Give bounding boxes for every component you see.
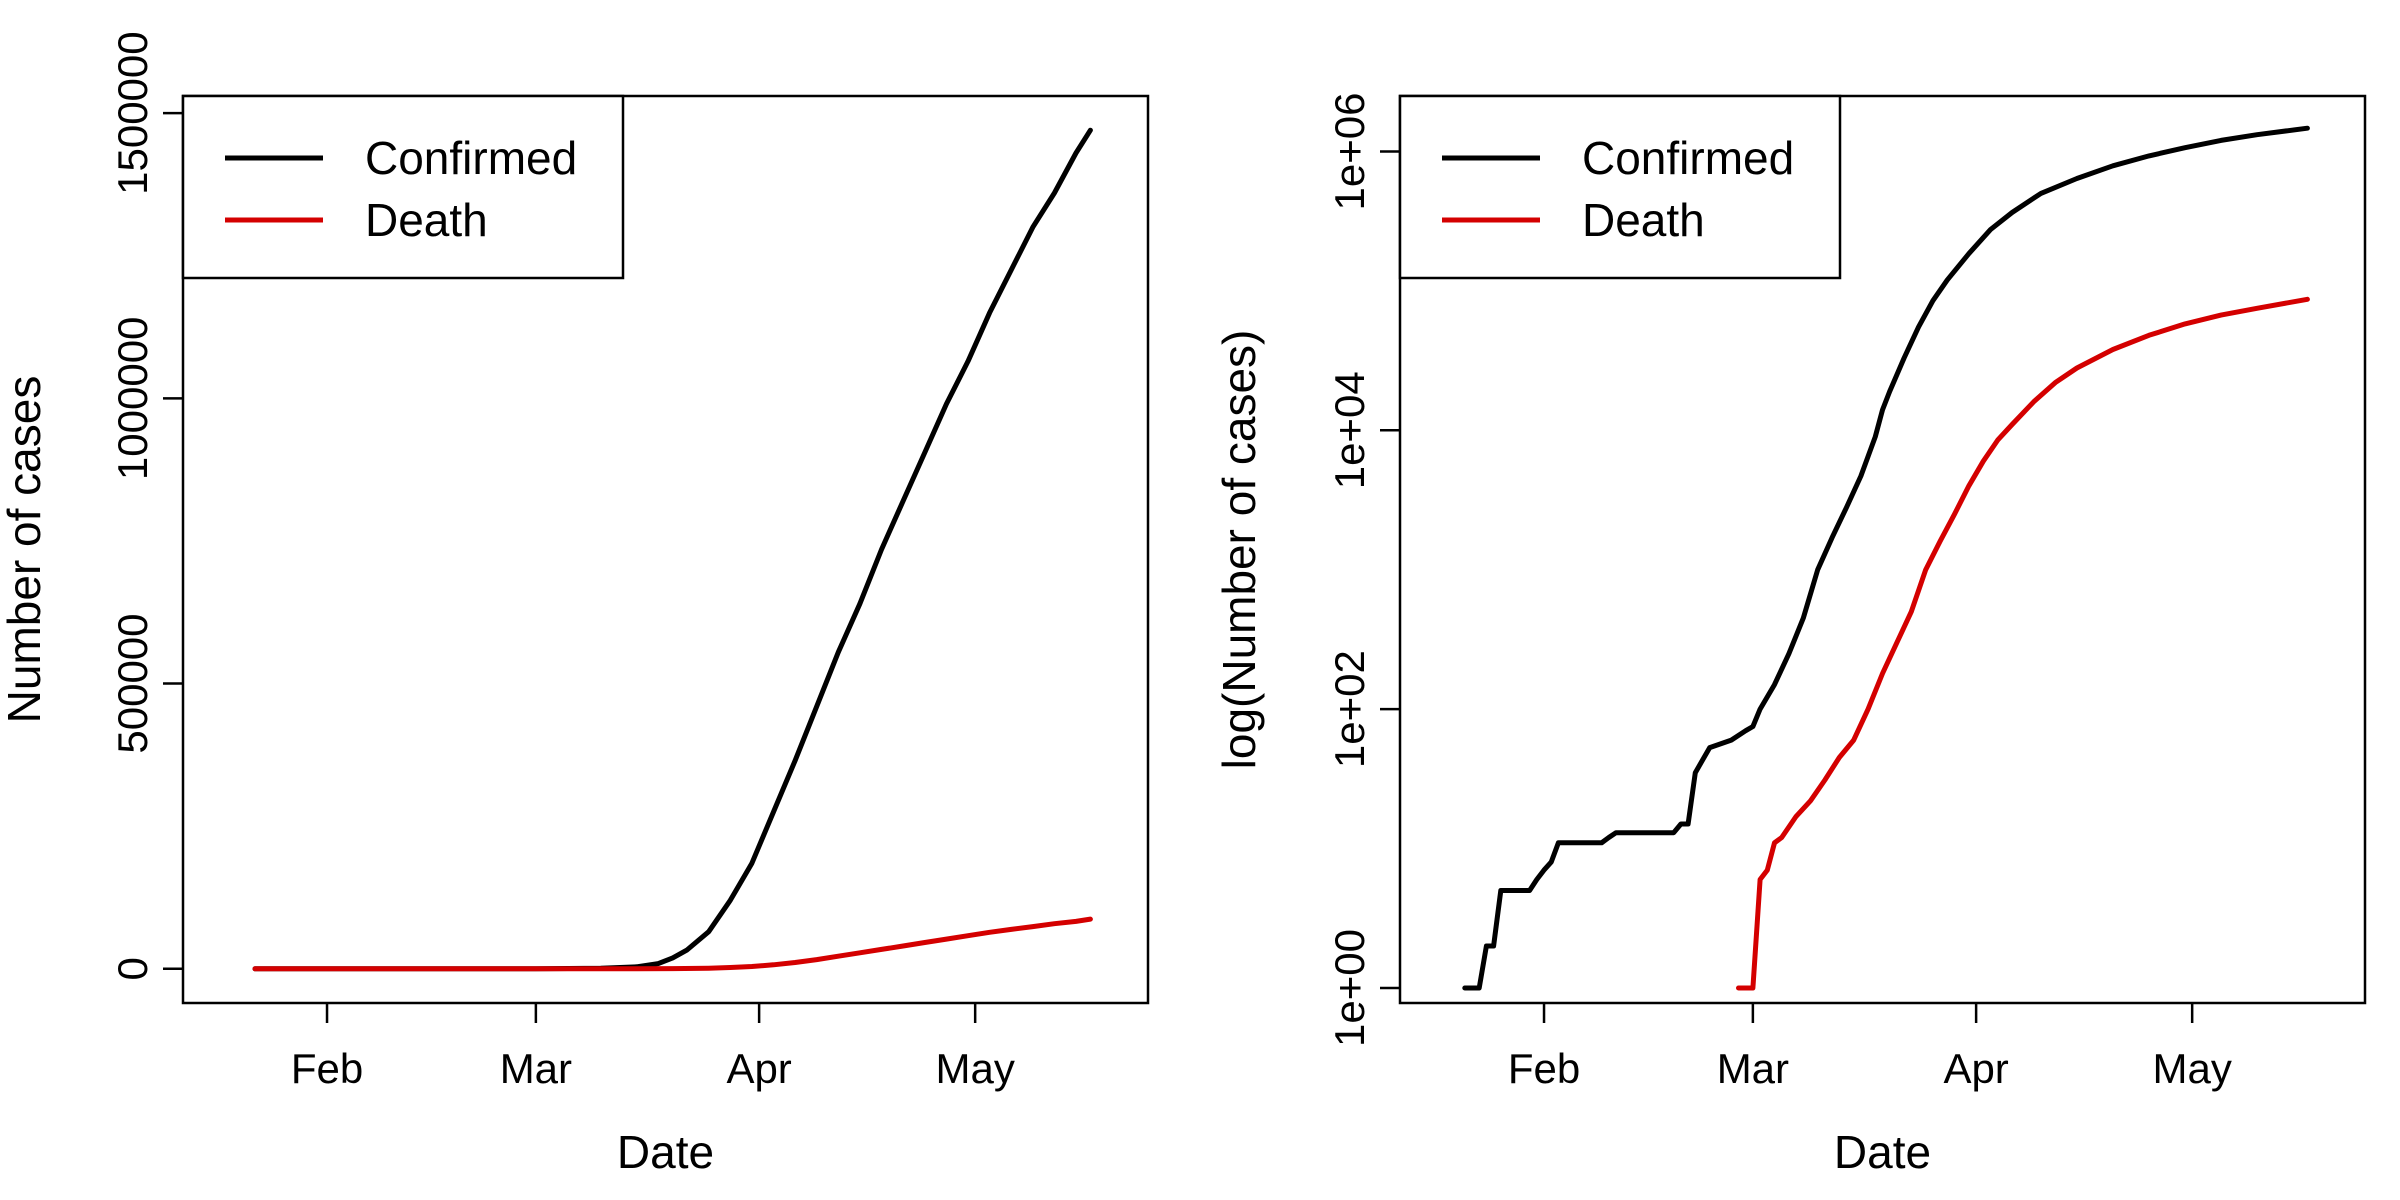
plot-frame bbox=[181, 94, 1150, 1005]
x-tick-label: Feb bbox=[1508, 1045, 1580, 1092]
series-line-confirmed bbox=[1462, 125, 2310, 991]
y-axis-title: Number of cases bbox=[0, 376, 50, 724]
x-tick-label: Mar bbox=[1717, 1045, 1789, 1092]
legend: Confirmed Death bbox=[181, 94, 625, 280]
chart-panel-1: Feb Mar Apr May 0 500000 1000000 1500000 Date Num… bbox=[0, 31, 1150, 1178]
legend: Confirmed Death bbox=[1398, 94, 1842, 280]
y-tick-label: 1e+00 bbox=[1326, 929, 1373, 1047]
x-tick-label: Apr bbox=[726, 1045, 791, 1092]
x-axis-title: Date bbox=[1834, 1126, 1931, 1178]
x-tick-label: May bbox=[2152, 1045, 2231, 1092]
chart-panel-2: Feb Mar Apr May 1e+00 1e+02 1e+04 1e+06 Date log(… bbox=[1213, 92, 2367, 1178]
y-tick-label: 0 bbox=[109, 957, 156, 980]
legend-box bbox=[181, 94, 625, 280]
y-tick-label: 500000 bbox=[109, 613, 156, 753]
y-tick-label: 1e+06 bbox=[1326, 92, 1373, 210]
x-axis-title: Date bbox=[617, 1126, 714, 1178]
x-tick-label: Apr bbox=[1943, 1045, 2008, 1092]
x-tick-label: May bbox=[935, 1045, 1014, 1092]
x-tick-label: Feb bbox=[291, 1045, 363, 1092]
plot-frame bbox=[1398, 94, 2367, 1005]
legend-label: Confirmed bbox=[1582, 132, 1794, 184]
y-axis-title: log(Number of cases) bbox=[1213, 330, 1265, 770]
y-tick-label: 1e+02 bbox=[1326, 650, 1373, 768]
legend-label: Death bbox=[365, 194, 488, 246]
y-tick-label: 1e+04 bbox=[1326, 371, 1373, 489]
legend-label: Confirmed bbox=[365, 132, 577, 184]
series-line-death bbox=[252, 916, 1093, 972]
series-line-death bbox=[1736, 296, 2310, 991]
y-tick-label: 1000000 bbox=[109, 317, 156, 481]
legend-label: Death bbox=[1582, 194, 1705, 246]
legend-box bbox=[1398, 94, 1842, 280]
x-tick-label: Mar bbox=[500, 1045, 572, 1092]
y-tick-label: 1500000 bbox=[109, 31, 156, 195]
